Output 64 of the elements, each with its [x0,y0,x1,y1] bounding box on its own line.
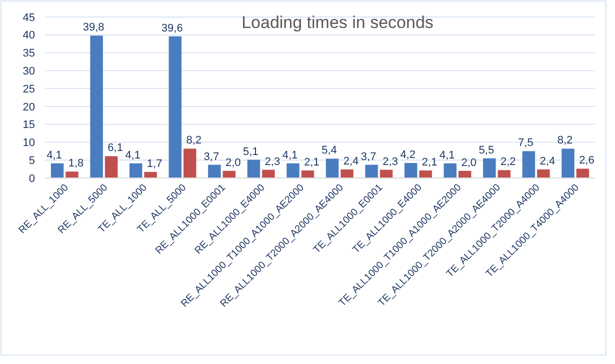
data-label: 1,8 [68,158,84,170]
data-label: 2,2 [500,156,516,168]
data-label: 2,0 [226,156,241,169]
bar [286,163,300,178]
data-label: 5,1 [243,146,258,158]
bar [365,164,378,178]
chart-title: Loading times in seconds [242,13,434,32]
data-label: 2,1 [304,156,320,168]
bar [50,163,64,178]
y-tick-label: 35 [22,48,35,60]
data-label: 4,1 [125,149,140,162]
bar [144,172,157,178]
bar [301,170,314,178]
y-tick-label: 0 [28,172,35,185]
data-label: 7,5 [518,137,534,150]
y-tick-label: 5 [28,154,35,167]
y-tick-label: 40 [22,30,35,42]
data-label: 6,1 [108,142,123,154]
data-label: 2,0 [461,156,477,169]
data-label: 2,4 [343,155,359,168]
data-label: 2,3 [382,156,398,168]
bar [522,151,536,178]
bar [262,170,275,178]
bar [419,170,432,178]
y-tick-label: 20 [22,101,35,114]
data-label: 4,1 [282,149,298,162]
data-label: 1,7 [146,158,162,170]
bar [326,158,339,178]
bar [208,164,221,178]
data-label: 2,1 [422,156,438,168]
bar [66,172,78,178]
bar [247,160,260,178]
bar [562,148,574,178]
data-label: 4,2 [400,148,416,161]
data-label: 39,6 [161,22,183,34]
bar [129,163,142,178]
data-label: 8,2 [557,134,573,147]
bar [498,170,511,178]
bar [576,168,590,178]
y-tick-label: 15 [22,119,35,132]
bar [168,36,182,178]
data-label: 39,8 [82,22,104,34]
data-label: 3,7 [360,150,376,163]
bar [104,156,118,178]
bar [537,169,550,178]
bar [404,162,418,178]
data-label: 2,4 [540,155,556,168]
bar [444,163,456,178]
y-tick-label: 30 [22,66,35,78]
bar [90,36,103,178]
data-label: 5,4 [322,144,337,157]
data-label: 8,2 [186,134,202,147]
data-label: 5,5 [478,144,494,156]
data-label: 2,3 [264,156,280,168]
bar [184,148,196,178]
bar [340,169,354,178]
y-tick-label: 10 [22,137,35,150]
y-tick-label: 45 [22,12,35,24]
data-label: 4,1 [46,149,62,162]
data-label: 2,6 [579,154,594,167]
data-label: 4,1 [439,149,455,162]
data-label: 3,7 [204,150,220,163]
y-tick-label: 25 [22,83,35,96]
bar [483,158,496,178]
